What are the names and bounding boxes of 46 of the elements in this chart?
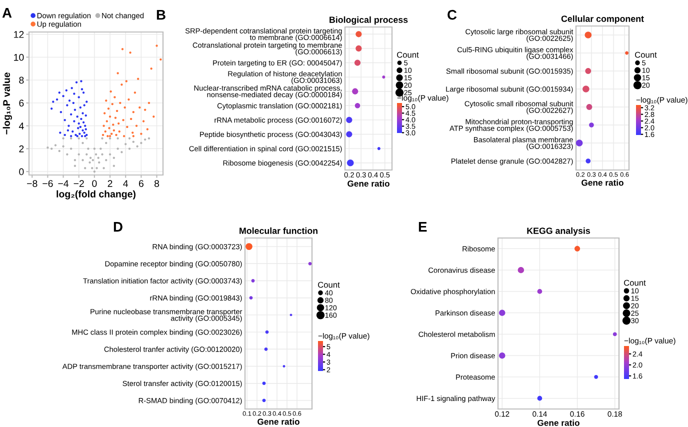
x-axis-title: Gene ratio xyxy=(582,179,624,186)
x-tick-label: −2 xyxy=(74,180,84,187)
legend-title: Count xyxy=(397,52,419,58)
x-tick-label: −4 xyxy=(58,180,69,187)
chart-title: Molecular function xyxy=(240,227,318,234)
y-axis-title: −log₁₀P value xyxy=(2,72,12,134)
point xyxy=(79,126,82,128)
chart-title: Cellular component xyxy=(561,15,644,24)
x-tick-label: −6 xyxy=(42,180,53,187)
text: A xyxy=(2,8,12,18)
x-tick-label: −8 xyxy=(27,180,38,187)
point xyxy=(60,110,62,114)
chart-title: KEGG analysis xyxy=(527,227,590,236)
point xyxy=(56,98,58,101)
y-tick-label: 8 xyxy=(19,76,24,84)
y-tick-label: 12 xyxy=(14,31,24,38)
point xyxy=(102,134,104,136)
text: E xyxy=(418,222,427,232)
point xyxy=(94,153,98,156)
x-tick-label: 6 xyxy=(138,180,144,187)
point xyxy=(116,110,118,112)
y-tick-label: 6 xyxy=(19,100,24,107)
point xyxy=(93,170,96,173)
point xyxy=(144,138,146,141)
point xyxy=(148,102,150,104)
point xyxy=(117,122,120,125)
point xyxy=(130,118,132,120)
y-tick-label: 2 xyxy=(19,145,24,152)
point xyxy=(79,106,82,109)
point xyxy=(72,102,75,104)
y-tick-label: 10 xyxy=(14,54,24,61)
legend-title: Count xyxy=(635,52,657,58)
x-tick-label: 0 xyxy=(92,180,97,187)
text: B xyxy=(156,10,166,20)
text: D xyxy=(114,222,122,232)
x-axis-title: Gene ratio xyxy=(538,420,580,426)
x-axis-title: Gene ratio xyxy=(348,180,390,187)
text: C xyxy=(448,10,457,20)
x-tick-label: 4 xyxy=(123,180,128,187)
x-axis-title: Gene ratio xyxy=(258,418,300,425)
legend-title: Count xyxy=(624,280,646,286)
legend-title: Count xyxy=(318,282,340,288)
chart-title: Biological process xyxy=(330,16,408,25)
y-tick-label: 4 xyxy=(18,122,24,130)
x-axis-title: log₂(fold change) xyxy=(56,190,136,200)
point xyxy=(108,153,112,156)
